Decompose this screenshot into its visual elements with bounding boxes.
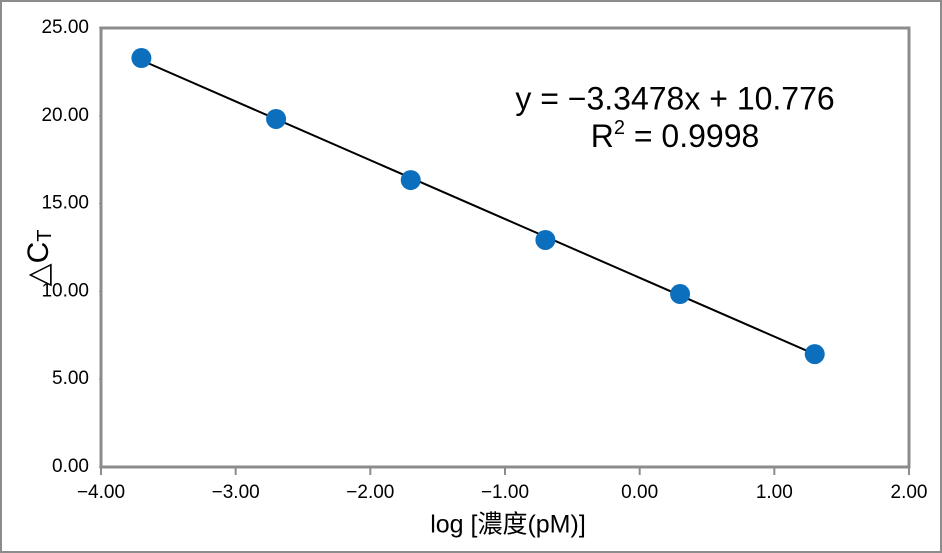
equation: y = −3.3478x + 10.776 <box>515 80 834 116</box>
point <box>670 284 691 305</box>
point <box>400 170 421 191</box>
y-tick-label: 10.00 <box>41 280 89 301</box>
point <box>804 344 825 365</box>
x-tick-label: 2.00 <box>891 482 928 503</box>
point <box>535 229 556 250</box>
x-tick-label: −2.00 <box>346 482 394 503</box>
y-tick-label: 0.00 <box>52 456 89 477</box>
y-axis-label: △CT <box>22 230 56 287</box>
y-tick-label: 15.00 <box>41 193 89 214</box>
x-tick-label: 1.00 <box>756 482 793 503</box>
point <box>266 108 287 129</box>
trendline <box>140 59 816 356</box>
y-tick-label: 5.00 <box>52 368 89 389</box>
r-squared: R2 = 0.9998 <box>591 117 760 154</box>
x-axis-label: log [濃度(pM)] <box>430 511 586 539</box>
x-tick-label: −1.00 <box>481 482 529 503</box>
r2-text: = 0.9998 <box>625 118 759 154</box>
x-tick-label: −4.00 <box>77 482 125 503</box>
x-tick-label: −3.00 <box>212 482 260 503</box>
y-axis-label-main: △C <box>22 242 55 287</box>
r2-sup: 2 <box>614 117 625 139</box>
y-axis-label-sub: T <box>34 230 56 242</box>
r2-label: R <box>591 118 614 154</box>
y-tick-label: 20.00 <box>41 105 89 126</box>
x-tick-label: 0.00 <box>621 482 658 503</box>
point <box>131 48 152 69</box>
y-tick-label: 25.00 <box>41 17 89 38</box>
